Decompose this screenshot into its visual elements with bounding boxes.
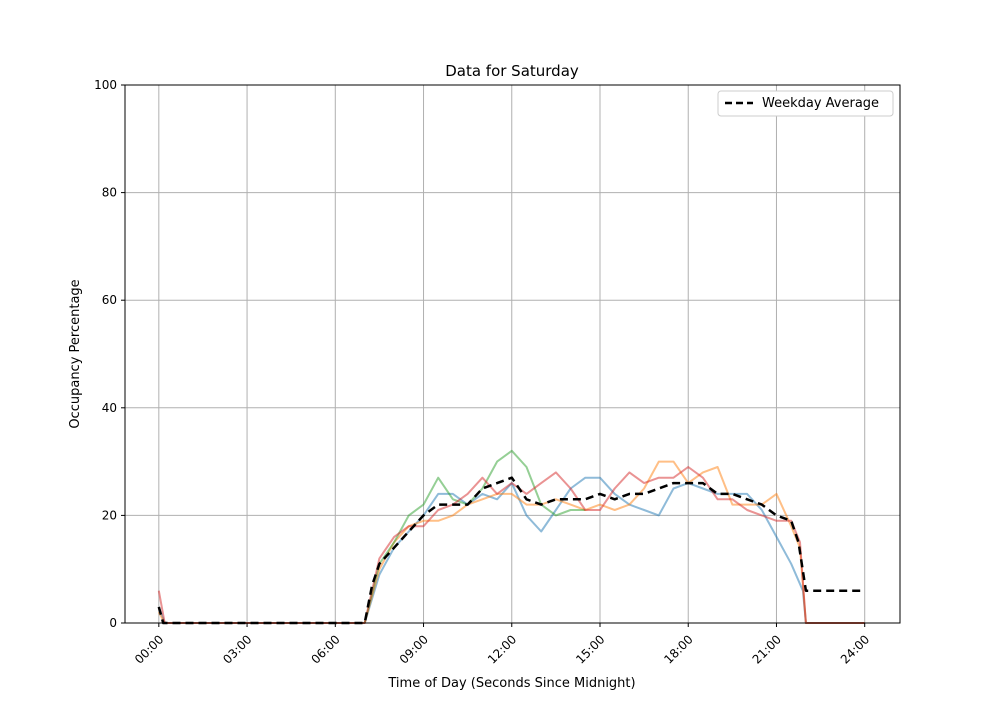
y-tick-label: 60 <box>102 293 117 307</box>
legend: Weekday Average <box>717 90 894 117</box>
y-axis-label: Occupancy Percentage <box>68 279 83 428</box>
series-line-weekday-average <box>157 476 865 625</box>
y-tick-label: 0 <box>109 616 117 630</box>
x-axis-label: Time of Day (Seconds Since Midnight) <box>387 676 635 691</box>
series-lines <box>157 449 865 625</box>
series-line-1 <box>157 476 865 624</box>
chart-title: Data for Saturday <box>445 62 579 80</box>
y-tick-label: 100 <box>94 78 117 92</box>
y-tick-label: 20 <box>102 508 117 522</box>
legend-label-weekday-average: Weekday Average <box>762 96 879 111</box>
series-line-4 <box>157 466 865 624</box>
y-tick-label: 80 <box>102 186 117 200</box>
plot-frame <box>124 84 901 624</box>
y-tick-label: 40 <box>102 401 117 415</box>
y-axis: 0 20 40 60 80 100 <box>94 78 125 630</box>
legend-box <box>717 90 894 117</box>
